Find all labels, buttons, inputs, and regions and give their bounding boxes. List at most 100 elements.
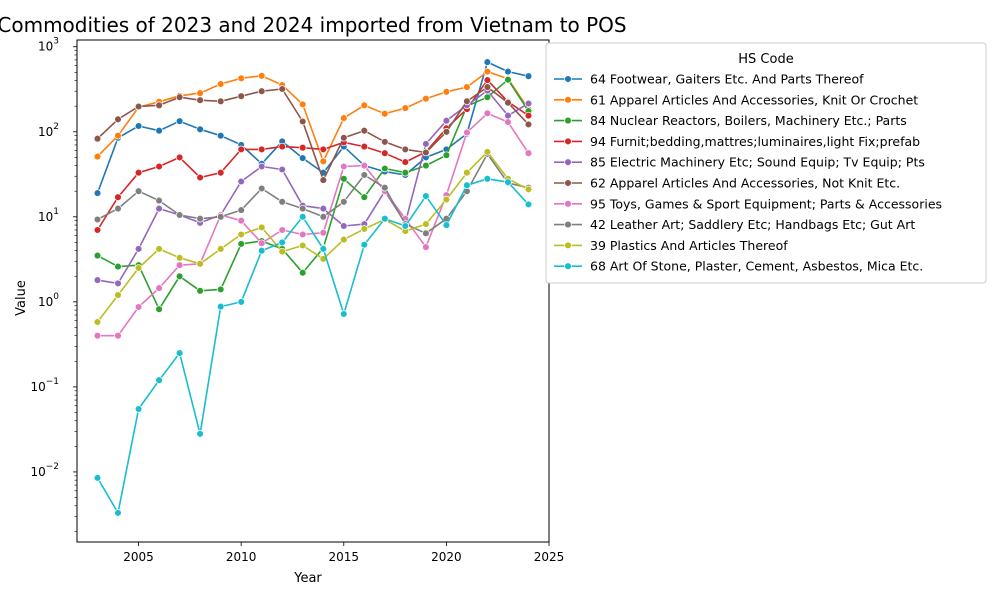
data-point [504, 98, 512, 107]
data-point [134, 264, 143, 272]
data-point [298, 100, 307, 109]
data-point [319, 245, 328, 253]
data-point [401, 168, 410, 177]
data-point [93, 276, 102, 284]
data-point [216, 168, 225, 177]
legend-label: 85 Electric Machinery Etc; Sound Equip; … [590, 155, 925, 170]
data-point [401, 222, 410, 230]
data-point [298, 213, 307, 221]
data-point [319, 228, 328, 237]
data-point [340, 114, 348, 122]
series-line [96, 61, 529, 194]
data-point [381, 214, 389, 223]
x-axis-label: Year [293, 571, 322, 586]
data-point [278, 165, 286, 174]
data-point [360, 240, 369, 249]
data-point [237, 145, 245, 154]
data-point [257, 72, 266, 80]
data-point [237, 230, 245, 239]
data-point [298, 154, 307, 162]
data-point [155, 245, 163, 253]
data-point [196, 287, 204, 295]
data-point [524, 72, 533, 80]
data-point [298, 230, 307, 239]
data-point [216, 80, 225, 88]
data-point [237, 177, 245, 186]
data-point [463, 128, 471, 137]
series-line [96, 70, 530, 163]
legend-item: 84 Nuclear Reactors, Boilers, Machinery … [554, 113, 907, 128]
data-point [175, 153, 184, 162]
data-point [360, 142, 369, 151]
data-point [134, 187, 143, 195]
y-axis-label: Value [14, 280, 29, 316]
legend-label: 95 Toys, Games & Sport Equipment; Parts … [590, 196, 942, 211]
data-point [340, 198, 348, 206]
data-point [278, 247, 286, 256]
legend-label: 64 Footwear, Gaiters Etc. And Parts Ther… [590, 72, 864, 87]
data-point [155, 126, 163, 135]
data-point [237, 92, 245, 100]
data-point [360, 161, 369, 170]
legend-label: 61 Apparel Articles And Accessories, Kni… [590, 92, 918, 107]
data-point [463, 181, 471, 190]
data-point [442, 221, 451, 229]
data-point [155, 101, 163, 110]
data-point [93, 226, 102, 234]
data-point [422, 148, 430, 157]
data-point [155, 376, 163, 384]
data-point [442, 116, 451, 125]
data-point [422, 192, 430, 200]
legend-label: 62 Apparel Articles And Accessories, Not… [590, 176, 900, 191]
data-point [319, 213, 328, 221]
series-line [96, 178, 530, 514]
legend-label: 39 Plastics And Articles Thereof [590, 238, 788, 253]
legend-label: 94 Furnit;bedding,mattres;luminaires,lig… [590, 134, 920, 149]
data-point [175, 211, 184, 219]
data-point [319, 157, 328, 166]
data-point [483, 76, 492, 84]
data-point [175, 349, 184, 357]
data-point [155, 204, 163, 213]
series-line [97, 89, 529, 285]
data-point [114, 204, 122, 213]
series-line [96, 86, 530, 181]
x-tick-label: 2015 [329, 550, 360, 564]
data-point [381, 138, 389, 146]
data-point [196, 125, 204, 134]
data-point [175, 93, 184, 101]
data-point [298, 268, 307, 277]
series-9 [93, 175, 533, 517]
data-point [134, 102, 143, 111]
legend-item: 64 Footwear, Gaiters Etc. And Parts Ther… [554, 72, 864, 87]
data-point [442, 88, 451, 96]
x-tick-label: 2020 [431, 550, 462, 564]
data-point [422, 229, 430, 238]
data-point [524, 185, 533, 194]
data-point [401, 104, 410, 112]
legend-box [545, 42, 987, 284]
data-point [175, 117, 184, 125]
data-point [442, 195, 451, 204]
chart-title: Commodities of 2023 and 2024 imported fr… [0, 13, 627, 37]
series-line [96, 151, 529, 323]
data-point [93, 251, 102, 260]
data-point [381, 149, 389, 157]
legend-label: 68 Art Of Stone, Plaster, Cement, Asbest… [590, 259, 923, 274]
data-point [93, 152, 102, 161]
data-point [114, 331, 122, 340]
data-point [134, 405, 143, 413]
data-point [175, 272, 184, 281]
legend-item: 94 Furnit;bedding,mattres;luminaires,lig… [554, 134, 920, 149]
plot-frame [76, 39, 550, 543]
data-point [278, 198, 286, 206]
series-2 [93, 75, 533, 313]
data-point [401, 158, 410, 166]
data-point [155, 305, 163, 313]
legend-marker [564, 262, 572, 270]
data-point [257, 87, 266, 95]
data-point [422, 140, 430, 148]
data-point [422, 243, 430, 251]
series-line [97, 78, 530, 311]
